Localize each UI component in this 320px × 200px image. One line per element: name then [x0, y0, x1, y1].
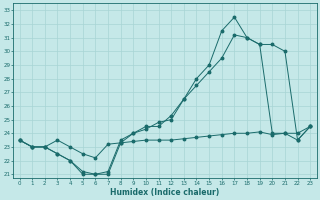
X-axis label: Humidex (Indice chaleur): Humidex (Indice chaleur): [110, 188, 220, 197]
